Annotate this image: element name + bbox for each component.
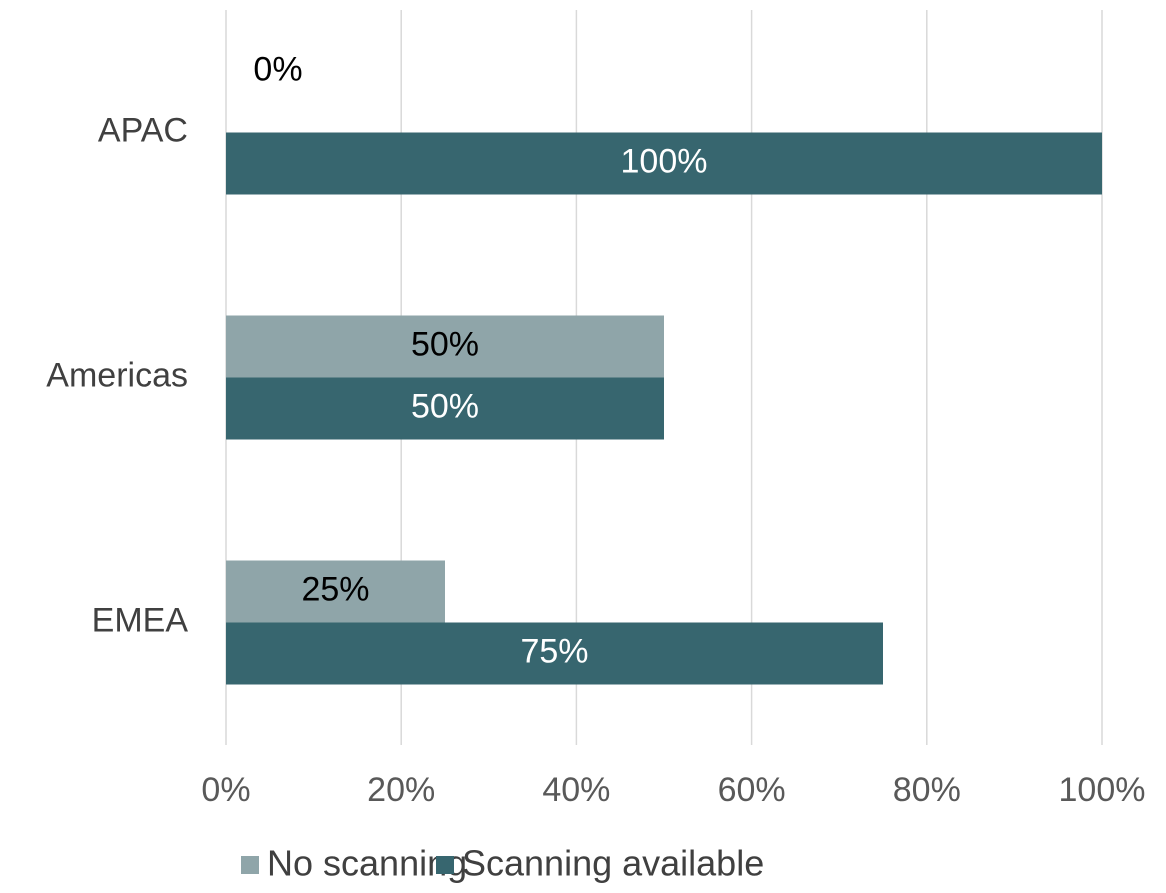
data-label: 0%	[253, 50, 302, 88]
x-tick-label: 40%	[542, 771, 610, 809]
bar	[226, 622, 883, 685]
bar	[226, 132, 1102, 195]
legend-label: Scanning available	[462, 843, 764, 884]
x-tick-label: 100%	[1059, 771, 1146, 809]
bar	[226, 560, 445, 623]
legend-label: No scanning	[267, 843, 467, 884]
bar	[226, 377, 664, 440]
x-tick-label: 20%	[367, 771, 435, 809]
bar	[226, 315, 664, 378]
category-label: Americas	[46, 356, 188, 394]
x-tick-label: 0%	[201, 771, 250, 809]
category-label: EMEA	[92, 601, 189, 639]
data-label: 25%	[301, 570, 369, 608]
data-label: 100%	[621, 142, 708, 180]
data-label: 50%	[411, 387, 479, 425]
x-tick-label: 80%	[893, 771, 961, 809]
legend-swatch	[436, 856, 454, 874]
x-tick-label: 60%	[718, 771, 786, 809]
data-label: 75%	[520, 632, 588, 670]
data-label: 50%	[411, 325, 479, 363]
category-label: APAC	[98, 111, 188, 149]
legend-swatch	[241, 856, 259, 874]
